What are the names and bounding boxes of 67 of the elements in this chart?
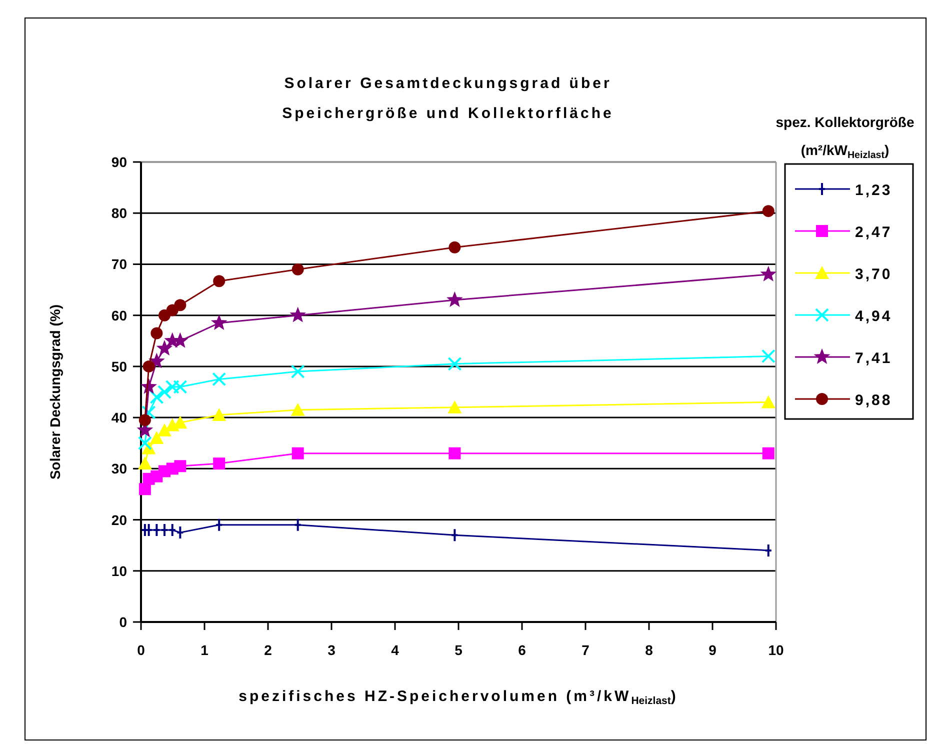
x-tick-label: 5 — [454, 642, 463, 658]
point — [212, 372, 226, 386]
point — [157, 385, 172, 399]
x-tick-label: 6 — [518, 642, 526, 658]
legend-label: 4,94 — [855, 308, 892, 325]
point — [149, 353, 164, 368]
point — [212, 408, 226, 421]
point — [290, 364, 305, 379]
x-tick-label: 1 — [200, 642, 209, 658]
x-tick-label: 9 — [708, 642, 717, 658]
point — [761, 349, 776, 364]
point — [447, 292, 462, 306]
y-tick-label: 20 — [111, 512, 128, 528]
x-tick-label: 7 — [582, 642, 590, 658]
y-axis-title: Solarer Deckungsgrad (%) — [47, 304, 63, 480]
point — [150, 431, 164, 444]
x-tick-label: 10 — [768, 642, 784, 658]
x-tick-label: 4 — [391, 642, 400, 658]
legend-label: 7,41 — [855, 350, 892, 367]
point — [142, 360, 155, 372]
point — [448, 400, 462, 414]
legend-label: 2,47 — [855, 224, 892, 241]
point — [290, 402, 305, 416]
point — [174, 460, 186, 472]
legend-label: 1,23 — [855, 182, 892, 199]
point — [761, 395, 776, 408]
legend-title: spez. Kollektorgröße (m²/kW$_{Heizlast}$) — [776, 114, 914, 160]
point — [138, 414, 151, 426]
y-tick-label: 50 — [111, 358, 128, 374]
y-tick-label: 60 — [111, 307, 128, 324]
point — [213, 275, 226, 288]
point — [292, 263, 304, 276]
point — [213, 458, 226, 470]
point — [174, 299, 186, 312]
y-tick-label: 70 — [111, 256, 128, 272]
point — [448, 241, 461, 254]
point — [448, 356, 462, 371]
point — [760, 266, 776, 281]
point — [156, 340, 172, 356]
x-tick-label: 3 — [328, 642, 336, 658]
y-tick-label: 0 — [119, 614, 128, 630]
x-tick-label: 0 — [137, 642, 146, 658]
legend-label: 3,70 — [855, 266, 892, 283]
x-tick-label: 8 — [645, 642, 654, 658]
point — [173, 380, 188, 394]
point — [138, 456, 152, 470]
point — [212, 315, 227, 330]
point — [290, 307, 306, 322]
point — [142, 405, 156, 420]
legend-label: 9,88 — [855, 392, 892, 409]
y-tick-label: 30 — [111, 460, 128, 477]
point — [762, 205, 774, 218]
y-tick-label: 40 — [111, 410, 128, 426]
point — [165, 380, 180, 394]
x-tick-label: 2 — [264, 642, 272, 658]
chart-title: Solarer Gesamtdeckungsgrad über Speichergröße und Kollektorfläche — [282, 75, 614, 122]
point — [150, 327, 163, 340]
y-tick-label: 10 — [111, 562, 128, 579]
point — [292, 447, 304, 460]
point — [448, 447, 461, 460]
x-axis-title: spezifisches HZ-Speichervolumen (m³/kW$_{Heizlast}$) — [238, 688, 678, 707]
point — [762, 447, 774, 460]
point — [138, 436, 152, 450]
y-tick-label: 80 — [111, 205, 128, 222]
y-tick-label: 90 — [111, 154, 128, 170]
point — [157, 423, 172, 436]
point — [150, 390, 164, 404]
